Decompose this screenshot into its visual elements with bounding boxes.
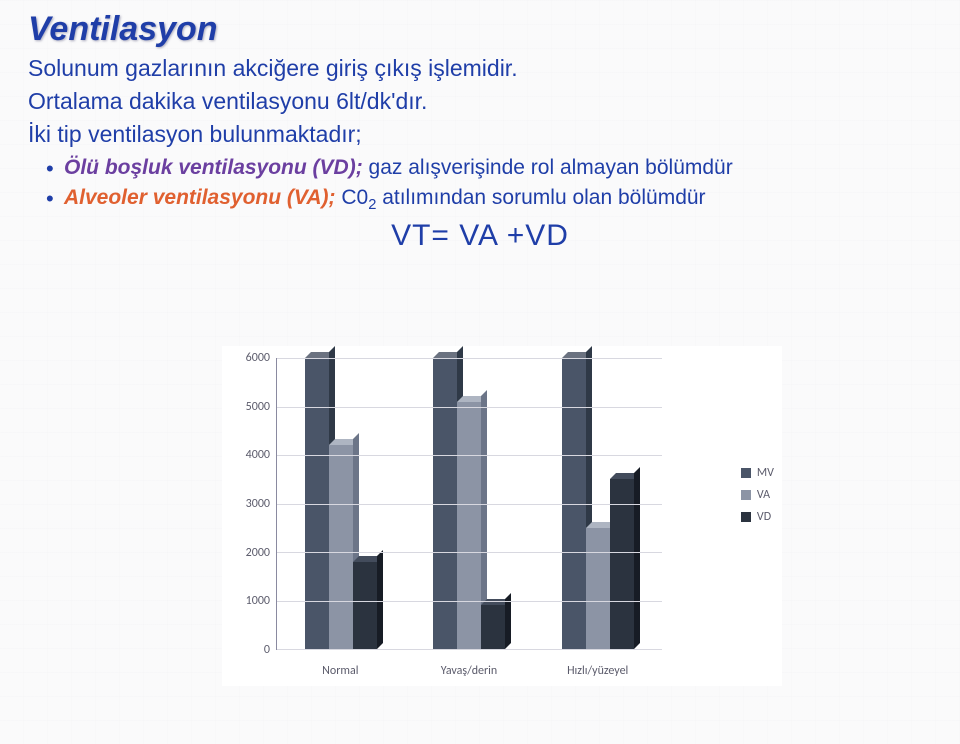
paragraph-2: Ortalama dakika ventilasyonu 6lt/dk'dır. <box>28 86 932 117</box>
chart-x-label: Hızlı/yüzeyel <box>533 664 662 678</box>
bullet-alveolar: Alveoler ventilasyonu (VA); C02 atılımın… <box>64 184 932 216</box>
bullet-alveolar-tail: C02 atılımından sorumlu olan bölümdür <box>336 186 706 209</box>
chart-gridline <box>277 407 662 408</box>
bullet-dead-space-lead: Ölü boşluk ventilasyonu (VD); <box>64 156 363 179</box>
chart-gridline <box>277 455 662 456</box>
legend-label: VA <box>757 488 770 502</box>
legend-swatch <box>741 490 751 500</box>
chart-gridline <box>277 504 662 505</box>
chart-bar <box>586 528 610 649</box>
legend-swatch <box>741 512 751 522</box>
bullet-dead-space: Ölü boşluk ventilasyonu (VD); gaz alışve… <box>64 154 932 182</box>
chart-y-tick: 6000 <box>246 351 270 365</box>
ventilation-bar-chart: 0 1000 2000 3000 4000 5000 6000 NormalYavaş/de… <box>222 346 782 686</box>
chart-y-tick: 3000 <box>246 497 270 511</box>
chart-y-tick: 4000 <box>246 448 270 462</box>
chart-gridline <box>277 649 662 650</box>
slide-content: Ventilasyon Solunum gazlarının akciğere … <box>0 0 960 253</box>
bullet-list: Ölü boşluk ventilasyonu (VD); gaz alışve… <box>28 154 932 216</box>
paragraph-1: Solunum gazlarının akciğere giriş çıkış … <box>28 53 932 84</box>
page-title: Ventilasyon <box>28 10 932 49</box>
chart-x-label: Normal <box>276 664 405 678</box>
chart-plot-area <box>276 358 662 650</box>
paragraph-3: İki tip ventilasyon bulunmaktadır; <box>28 119 932 150</box>
chart-y-tick: 5000 <box>246 400 270 414</box>
chart-bar <box>457 402 481 649</box>
chart-bar <box>481 605 505 649</box>
chart-x-label: Yavaş/derin <box>405 664 534 678</box>
chart-y-tick: 0 <box>264 643 270 657</box>
chart-legend-item: VA <box>741 488 774 502</box>
body-text: Solunum gazlarının akciğere giriş çıkış … <box>28 53 932 150</box>
formula: VT= VA +VD <box>28 219 932 253</box>
chart-x-axis: NormalYavaş/derinHızlı/yüzeyel <box>276 664 662 678</box>
chart-legend-item: MV <box>741 466 774 480</box>
chart-y-axis: 0100020003000400050006000 <box>222 358 276 650</box>
legend-swatch <box>741 468 751 478</box>
chart-y-tick: 1000 <box>246 594 270 608</box>
chart-gridline <box>277 601 662 602</box>
chart-y-tick: 2000 <box>246 546 270 560</box>
chart-bar <box>610 479 634 649</box>
bullet-dead-space-tail: gaz alışverişinde rol almayan bölümdür <box>363 156 733 179</box>
chart-legend-item: VD <box>741 510 774 524</box>
chart-legend: MV VA VD <box>741 466 774 532</box>
chart-bar <box>329 445 353 649</box>
chart-bar <box>353 562 377 649</box>
chart-gridline <box>277 552 662 553</box>
legend-label: VD <box>757 510 771 524</box>
legend-label: MV <box>757 466 774 480</box>
bullet-alveolar-lead: Alveoler ventilasyonu (VA); <box>64 186 336 209</box>
chart-gridline <box>277 358 662 359</box>
